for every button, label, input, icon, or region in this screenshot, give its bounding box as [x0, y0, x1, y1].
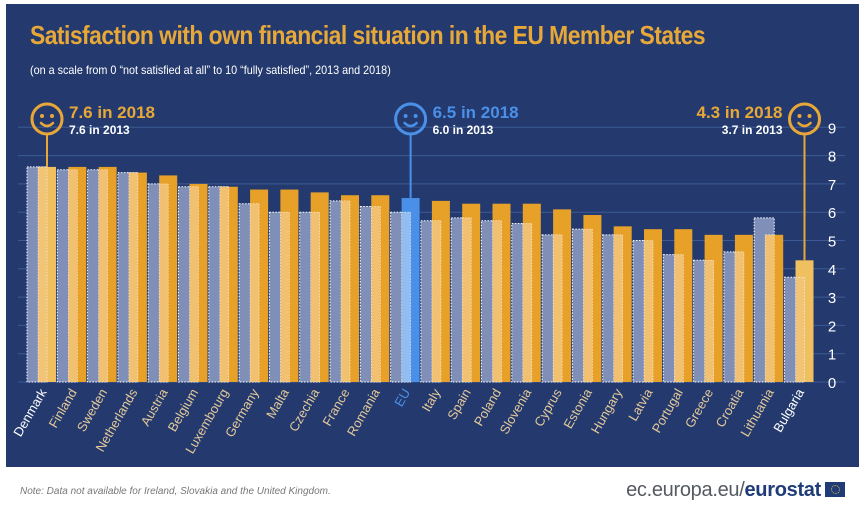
smiley-eye: [797, 114, 802, 118]
bar-overlap: [158, 183, 169, 383]
bar-overlap: [37, 166, 48, 383]
y-tick-label: 4: [828, 262, 836, 279]
x-tick-label: Poland: [471, 386, 504, 429]
bar-overlap: [734, 251, 745, 383]
x-tick-label: Austria: [138, 385, 172, 428]
smiley-icon: [394, 102, 428, 136]
callout-value-2013: 6.0 in 2013: [433, 123, 494, 137]
eurostat-link[interactable]: ec.europa.eu/eurostat: [626, 479, 821, 502]
y-tick-label: 5: [828, 234, 836, 251]
x-tick-label: Bulgaria: [770, 385, 807, 434]
bar-overlap: [249, 203, 260, 383]
bar-overlap: [310, 211, 321, 383]
smiley-mouth: [797, 121, 812, 128]
bar-overlap: [492, 220, 502, 383]
bar-overlap: [704, 260, 714, 383]
bar-overlap: [431, 220, 442, 383]
bar-overlap: [764, 234, 775, 383]
smiley-eye: [403, 114, 408, 118]
x-tick-label: Spain: [444, 386, 474, 422]
y-tick-label: 7: [828, 177, 836, 194]
x-tick-label: Denmark: [10, 386, 50, 440]
y-tick-label: 0: [828, 375, 836, 392]
smiley-eye: [807, 114, 812, 118]
bar-overlap: [68, 169, 78, 383]
bar-overlap: [522, 223, 533, 383]
bar-overlap: [643, 240, 654, 383]
x-tick-label: Malta: [263, 385, 292, 421]
y-tick-label: 2: [828, 318, 836, 335]
x-tick-label: Italy: [419, 386, 444, 415]
callout-value-2013: 7.6 in 2013: [69, 123, 130, 137]
bar-overlap: [552, 234, 563, 383]
x-tick-label: EU: [391, 386, 413, 409]
smiley-icon: [788, 102, 821, 136]
bar-overlap: [613, 234, 624, 383]
chart-title: Satisfaction with own financial situatio…: [30, 20, 706, 50]
x-tick-label: Greece: [682, 386, 716, 430]
brand-prefix: ec.europa.eu/: [626, 479, 745, 501]
y-tick-label: 1: [828, 347, 836, 364]
callout-value-2018: 7.6 in 2018: [69, 103, 155, 122]
bar-overlap: [370, 206, 381, 383]
bar-overlap: [673, 254, 684, 383]
y-tick-label: 8: [828, 149, 836, 166]
smiley-icon: [30, 102, 64, 136]
y-tick-label: 3: [828, 290, 836, 307]
bar-overlap: [583, 228, 593, 383]
smiley-eye: [413, 114, 418, 118]
chart-subtitle: (on a scale from 0 “not satisfied at all…: [30, 63, 391, 77]
x-axis-labels: DenmarkFinlandSwedenNetherlandsAustriaBe…: [10, 385, 807, 456]
bar-overlap: [401, 211, 411, 383]
y-tick-label: 9: [828, 120, 836, 137]
bar-overlap: [189, 186, 199, 383]
bar-overlap: [795, 276, 805, 383]
bar-overlap: [128, 172, 139, 383]
bar-overlap: [98, 169, 108, 383]
y-axis-ticks: 0 1 2 3 4 5 6 7 8 9: [828, 120, 836, 392]
callout-value-2013: 3.7 in 2013: [722, 123, 783, 137]
smiley-mouth: [403, 121, 418, 128]
eu-flag-icon: [825, 482, 845, 497]
callout-value-2018: 4.3 in 2018: [696, 103, 782, 122]
bar-overlap: [340, 200, 351, 383]
bar-overlap: [219, 186, 230, 383]
brand-bold: eurostat: [744, 479, 821, 501]
smiley-mouth: [39, 121, 55, 128]
x-tick-label: Latvia: [625, 385, 656, 423]
x-tick-label: Czechia: [286, 385, 323, 434]
bar-overlap: [461, 217, 472, 383]
x-tick-label: France: [319, 386, 352, 429]
bars: [26, 166, 814, 383]
footer-note: Note: Data not available for Ireland, Sl…: [20, 486, 331, 497]
y-tick-label: 6: [828, 205, 836, 222]
smiley-eye: [40, 114, 44, 118]
smiley-eye: [50, 114, 54, 118]
callout-value-2018: 6.5 in 2018: [433, 103, 519, 122]
bar-overlap: [280, 211, 290, 383]
